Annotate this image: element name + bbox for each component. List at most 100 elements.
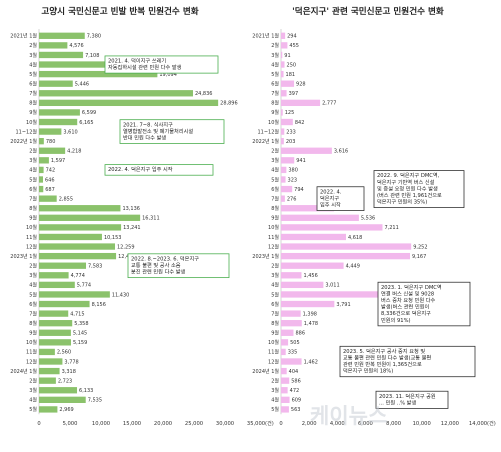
left-chart-title: 고양시 국민신문고 빈발 반복 민원건수 변화 [41,5,198,17]
value-label: 586 [291,378,301,384]
category-label: 5월 [29,71,37,78]
data-bar [281,157,295,164]
annotation-text: 교통 불편 관련 민원 다수 발생(교통 불편 [343,354,432,362]
annotation-callout: 2022. 4. 덕은지구 입주 시작 [104,164,214,176]
category-label: 2월 [271,148,279,155]
value-label: 7,535 [88,398,102,404]
annotation-text: 교통 불편 및 공사 소음 [131,261,181,269]
annotation-text: 2023. 1. 덕은지구 DMC역 [381,283,442,291]
x-tick-label: 0 [37,421,40,427]
x-unit-label: (건) [487,420,496,427]
annotation-text: 2022. 8.~2023. 6. 덕은지구 [131,254,199,262]
value-label: 7,211 [384,225,398,231]
category-label: 6월 [271,80,279,87]
data-bar [281,166,287,174]
category-label: 4월 [29,397,37,404]
annotation-text: 반대 민원 다수 발생 [123,133,166,141]
value-label: 472 [290,388,300,394]
category-label: 7월 [29,90,37,97]
data-bar [39,42,68,49]
category-label: 6월 [271,186,279,193]
data-bar [281,214,359,221]
annotation-text: 발생(버스 관련 민원이 [381,303,430,311]
value-label: 2,777 [322,101,336,107]
annotation-text: 2023. 5. 덕은지구 공사 중지 요청 및 [343,347,425,355]
value-label: 563 [291,407,301,413]
annotation-text: 연결 버스 신설 및 9028 [381,289,434,297]
value-label: 323 [288,177,298,183]
annotation-text: 8,336건으로 덕은지구 [381,309,431,317]
category-label: 10월 [26,119,37,126]
annotation-text: (버스 관련 민원 1,961건으로 [377,191,442,199]
category-label: 2021년 1월 [10,33,37,40]
x-tick-label: 8,000 [386,421,401,427]
annotation-text: 2022. 4. [320,189,342,195]
category-label: 10월 [268,119,279,126]
category-label: 8월 [29,205,37,212]
value-label: 19,094 [159,72,177,78]
value-label: 28,896 [220,101,238,107]
data-bar [39,377,56,384]
data-bar [39,310,69,317]
category-label: 9월 [271,109,279,116]
annotation-text: 2021. 7~8. 식사지구 [123,120,173,128]
value-label: 11,430 [112,292,130,298]
category-label: 4월 [29,167,37,174]
value-label: 3,318 [62,369,76,375]
data-bar [281,224,383,231]
value-label: 13,241 [123,225,141,231]
value-label: 3,610 [63,129,77,135]
annotation-text: 자동집하시설 관련 민원 다수 발생 [108,63,182,71]
value-label: 91 [284,53,290,59]
right-chart-title: '덕은지구' 관련 국민신문고 민원건수 변화 [292,5,444,17]
category-label: 2월 [29,42,37,49]
annotation-text: 및 증설 요청 민원 다수 발생 [377,184,438,192]
value-label: 7,108 [85,53,99,59]
annotation-box [127,253,230,279]
data-bar [281,291,390,298]
category-label: 3월 [271,52,279,59]
data-bar [39,300,90,308]
category-label: 3월 [29,272,37,279]
annotation-callout: 2022. 9. 덕은지구 DMC역,덕은지구 기반역 버스 신설및 증설 요청… [373,170,465,208]
data-bar [39,99,219,107]
category-label: 5월 [271,291,279,298]
data-bar [281,32,286,39]
data-bar [39,90,193,97]
data-bar [281,339,289,346]
data-bar [281,99,321,107]
annotation-text: 열병합발전소 및 폐기물처리시설 [123,127,193,135]
data-bar [39,367,60,375]
annotation-text: 2021. 4. 덕이지구 쓰레기 [108,57,166,65]
value-label: 380 [288,168,298,174]
data-bar [281,300,335,308]
x-tick-label: 14,000 [469,421,487,427]
data-bar [39,406,58,413]
value-label: 9,252 [413,244,427,250]
data-bar [39,339,71,346]
annotation-text: 입주 시작 [320,201,341,209]
category-label: 2023년 1월 [10,253,37,260]
value-label: 181 [286,72,296,78]
data-bar [39,109,80,116]
value-label: 6,133 [79,388,93,394]
category-label: 2022년 1월 [10,138,37,145]
data-bar [281,118,293,126]
value-label: 10,153 [104,235,122,241]
value-label: 13,136 [122,206,140,212]
data-bar [281,176,286,183]
data-bar [281,406,289,413]
data-bar [281,233,346,241]
data-bar [39,396,86,403]
value-label: 886 [295,331,305,337]
value-label: 742 [46,168,56,174]
value-label: 1,398 [303,311,317,317]
category-label: 2024년 1월 [252,368,279,375]
category-label: 12월 [268,358,279,365]
category-label: 3월 [29,157,37,164]
value-label: 5,536 [361,216,375,222]
category-label: 8월 [271,100,279,107]
